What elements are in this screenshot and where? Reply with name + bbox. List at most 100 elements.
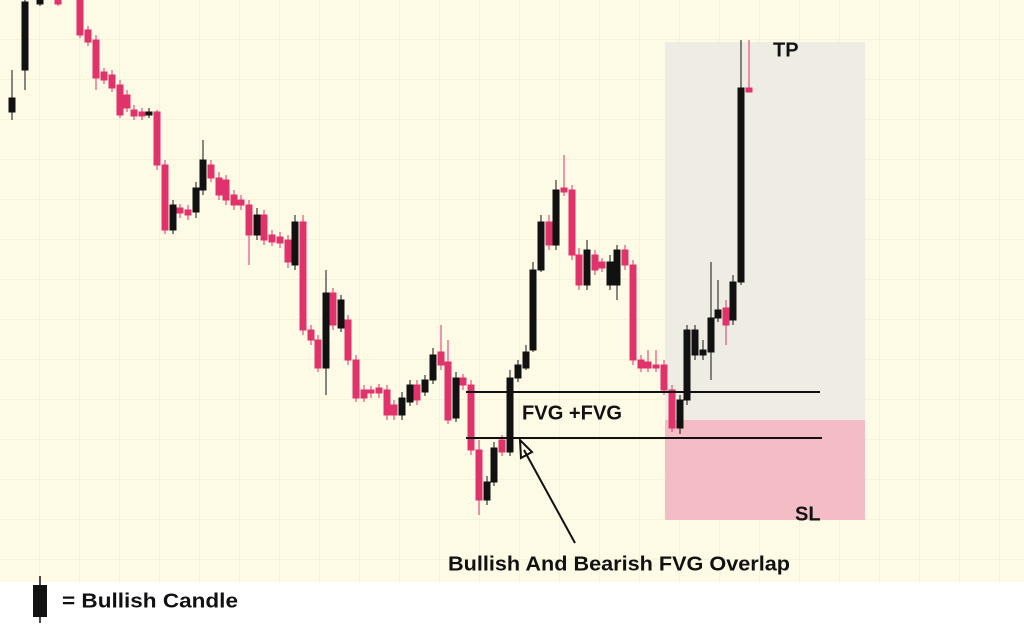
bearish-candle xyxy=(268,230,276,246)
bearish-candle xyxy=(644,350,652,372)
bearish-candle xyxy=(230,190,238,210)
bearish-candle xyxy=(284,235,292,268)
bearish-candle xyxy=(668,385,676,432)
bullish-candle xyxy=(729,275,737,325)
bullish-candle xyxy=(583,240,591,290)
bearish-candle xyxy=(598,258,606,272)
bearish-candle xyxy=(545,215,553,250)
bullish-candle xyxy=(169,200,177,234)
bearish-candle xyxy=(84,26,92,46)
bearish-candle xyxy=(568,185,576,260)
grid xyxy=(0,0,1024,582)
bearish-candle xyxy=(176,204,184,218)
bullish-candle xyxy=(421,375,429,396)
bullish-candle xyxy=(8,70,16,120)
bullish-candle xyxy=(529,262,537,352)
bullish-candle xyxy=(199,140,207,195)
bullish-candle xyxy=(192,182,200,218)
bearish-candle xyxy=(621,245,629,270)
bearish-candle xyxy=(153,110,161,170)
bearish-candle xyxy=(237,195,245,210)
bearish-candle xyxy=(444,340,452,424)
bearish-candle xyxy=(745,40,753,93)
bearish-candle xyxy=(161,160,169,234)
bearish-candle xyxy=(100,68,108,84)
sl-label: SL xyxy=(795,503,821,525)
bearish-candle xyxy=(660,360,668,395)
take-profit-zone xyxy=(665,42,865,420)
bearish-candle xyxy=(299,215,307,335)
bullish-candle xyxy=(337,295,345,332)
bullish-candle xyxy=(506,370,514,456)
bearish-candle xyxy=(475,440,483,515)
bearish-candle xyxy=(329,288,337,330)
bearish-candle xyxy=(375,384,383,398)
bullish-candle xyxy=(490,442,498,486)
overlap-label: Bullish And Bearish FVG Overlap xyxy=(448,553,790,575)
arrow-head xyxy=(518,437,534,460)
stop-loss-zone xyxy=(665,420,865,520)
bearish-candle xyxy=(498,435,506,456)
bullish-candle xyxy=(676,395,684,434)
bearish-candle xyxy=(367,386,375,398)
legend-candle-body xyxy=(33,585,47,617)
bearish-candle xyxy=(260,210,268,245)
bearish-candle xyxy=(560,155,568,196)
bullish-candle xyxy=(613,245,621,300)
bearish-candle xyxy=(307,325,315,345)
bearish-candle xyxy=(222,175,230,205)
bearish-candle xyxy=(459,374,467,390)
bearish-candle xyxy=(352,355,360,402)
bearish-candle xyxy=(722,300,730,345)
bearish-candle xyxy=(116,80,124,118)
bearish-candle xyxy=(314,335,322,372)
bullish-candle xyxy=(291,215,299,270)
bullish-candle xyxy=(707,262,715,380)
legend-background xyxy=(0,582,1024,625)
bearish-candle xyxy=(207,160,215,182)
bullish-candle xyxy=(699,340,707,360)
bearish-candle xyxy=(360,385,368,402)
bullish-candle xyxy=(452,372,460,422)
bullish-candle xyxy=(429,348,437,384)
legend-label: = Bullish Candle xyxy=(62,590,238,612)
bullish-candle xyxy=(537,215,545,272)
bearish-candle xyxy=(276,232,284,248)
bullish-candle xyxy=(36,0,44,6)
fvg-label: FVG +FVG xyxy=(522,402,622,424)
bearish-candle xyxy=(591,250,599,275)
bearish-candle xyxy=(575,248,583,290)
bearish-candle xyxy=(344,315,352,365)
bullish-candle xyxy=(145,108,153,118)
bullish-candle xyxy=(606,255,614,290)
bullish-candle xyxy=(406,380,414,406)
bearish-candle xyxy=(138,108,146,120)
bearish-candle xyxy=(437,325,445,370)
bullish-candle xyxy=(737,40,745,285)
bearish-candle xyxy=(383,385,391,420)
tp-label: TP xyxy=(773,39,799,61)
bearish-candle xyxy=(629,260,637,365)
bullish-candle xyxy=(714,280,722,322)
bullish-candle xyxy=(398,392,406,420)
bullish-candle xyxy=(322,270,330,395)
bearish-candle xyxy=(76,0,84,38)
candles xyxy=(8,0,753,515)
bullish-candle xyxy=(21,0,29,90)
bearish-candle xyxy=(123,90,131,112)
bearish-candle xyxy=(390,400,398,420)
arrow-shaft xyxy=(523,449,576,544)
bearish-candle xyxy=(215,172,223,200)
bullish-candle xyxy=(552,180,560,250)
bullish-candle xyxy=(522,345,530,370)
bullish-candle xyxy=(514,360,522,382)
bearish-candle xyxy=(652,350,660,372)
bullish-candle xyxy=(483,476,491,505)
bearish-candle xyxy=(108,70,116,92)
bearish-candle xyxy=(130,105,138,120)
bearish-candle xyxy=(54,0,62,6)
bearish-candle xyxy=(92,35,100,90)
bullish-candle xyxy=(691,325,699,360)
bearish-candle xyxy=(413,380,421,405)
